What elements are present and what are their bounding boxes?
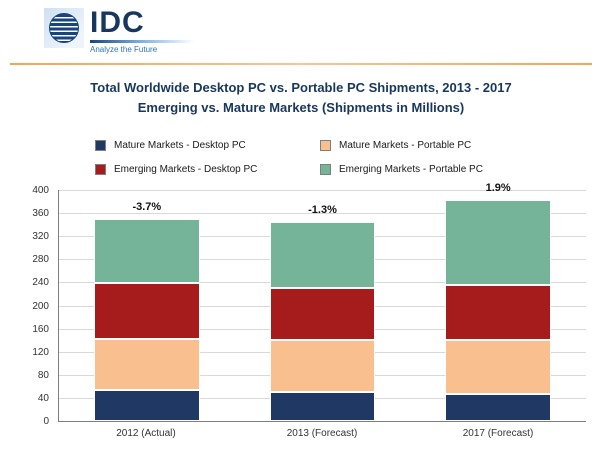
idc-tagline: Analyze the Future [90,45,158,54]
logo-gradient-bar [90,40,194,43]
bar-segment [445,339,551,395]
legend-item: Emerging Markets - Portable PC [320,164,530,175]
plot-area: -3.7% -1.3% 1.9% [58,182,586,422]
y-tick-label: 200 [32,300,49,312]
bar-segment [445,199,551,286]
legend-swatch [95,164,106,175]
legend: Mature Markets - Desktop PC Mature Market… [95,140,530,175]
legend-label: Emerging Markets - Portable PC [339,164,483,175]
idc-logo-text: IDC [90,6,145,39]
bar-segment [94,283,200,340]
y-axis: 0 40 80 120 160 200 240 280 320 360 400 [18,185,54,427]
header-divider [10,63,592,65]
x-axis-label: 2017 (Forecast) [462,428,534,439]
y-tick-label: 160 [32,323,49,335]
gridline [59,213,586,215]
x-axis-label: 2012 (Actual) [116,428,176,439]
legend-label: Emerging Markets - Desktop PC [114,164,258,175]
bar-segment [445,285,551,340]
legend-swatch [320,140,331,151]
legend-item: Emerging Markets - Desktop PC [95,164,320,175]
bar-3 [445,199,551,421]
gridline [59,190,586,191]
y-tick-label: 280 [32,254,49,266]
bar-2 [269,221,376,421]
idc-logo-badge [44,8,84,48]
legend-swatch [320,164,331,175]
bar-segment [94,339,200,390]
legend-label: Mature Markets - Desktop PC [114,140,246,151]
x-axis-label: 2013 (Forecast) [286,428,358,439]
idc-logo: IDC Analyze the Future [44,8,194,54]
chart-title: Total Worldwide Desktop PC vs. Portable … [0,78,602,118]
bar-segment [269,221,376,289]
bar-segment [269,340,376,393]
chart-title-line2: Emerging vs. Mature Markets (Shipments i… [137,100,465,115]
y-tick-label: 120 [32,346,49,358]
bar-total-label: 1.9% [485,181,511,194]
y-tick-label: 80 [37,369,49,381]
bar-segment [269,392,376,421]
bar-segment [445,394,551,421]
bar-segment [94,218,200,283]
y-tick-label: 240 [32,277,49,289]
legend-item: Mature Markets - Portable PC [320,140,530,151]
y-tick-label: 400 [32,185,49,196]
y-tick-label: 320 [32,231,49,243]
legend-swatch [95,140,106,151]
legend-item: Mature Markets - Desktop PC [95,140,320,151]
bar-segment [269,288,376,341]
y-tick-label: 40 [37,392,49,404]
chart: 0 40 80 120 160 200 240 280 320 360 400 -3.7% -1.3%… [18,182,586,448]
bar-total-label: -3.7% [132,200,162,213]
globe-icon [49,13,79,43]
legend-label: Mature Markets - Portable PC [339,140,472,151]
y-tick-label: 0 [43,416,49,427]
y-tick-label: 360 [32,208,49,220]
chart-title-line1: Total Worldwide Desktop PC vs. Portable … [90,80,512,95]
bar-1 [94,218,200,421]
bar-total-label: -1.3% [308,203,337,216]
bar-segment [94,389,200,421]
